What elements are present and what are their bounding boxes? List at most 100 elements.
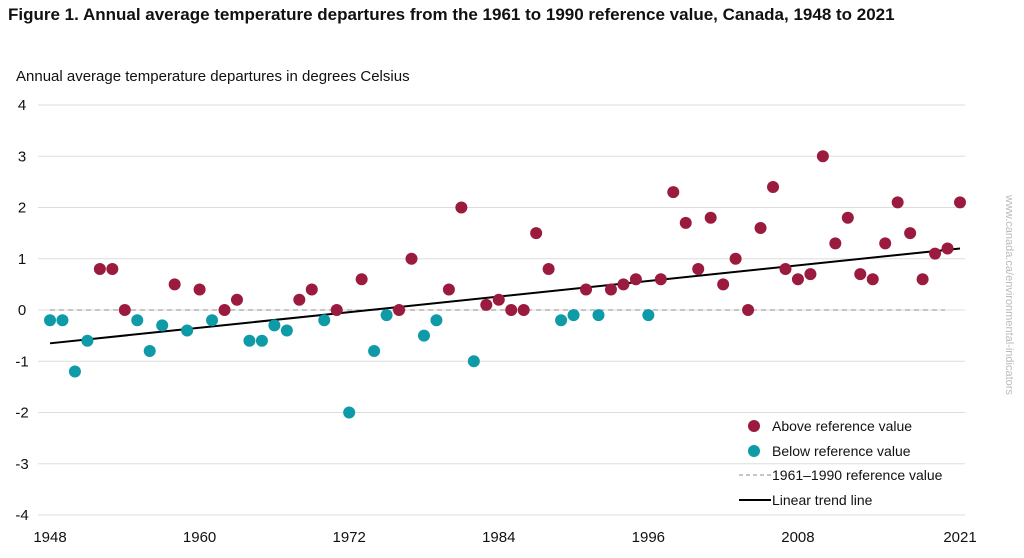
data-points	[44, 150, 966, 419]
point-above-1985	[505, 304, 518, 316]
y-tick-label: 1	[18, 251, 26, 268]
y-tick-label: -2	[15, 405, 28, 422]
y-tick-label: -1	[15, 353, 28, 370]
point-above-2019	[929, 247, 942, 260]
point-below-1967	[280, 324, 293, 337]
point-above-1962	[218, 304, 231, 316]
point-above-2000	[692, 263, 705, 275]
legend-trend-label: Linear trend line	[772, 492, 873, 508]
point-above-2004	[742, 304, 755, 316]
y-tick-label: -3	[15, 456, 28, 473]
legend-below-marker	[748, 445, 760, 457]
point-above-2020	[941, 242, 954, 255]
point-below-1989	[555, 314, 568, 327]
point-above-1977	[405, 252, 418, 265]
gridlines	[38, 104, 965, 516]
y-tick-label: 3	[18, 148, 26, 165]
point-above-2010	[816, 150, 829, 163]
point-above-1999	[679, 216, 692, 229]
point-above-2002	[717, 278, 730, 291]
x-tick-labels: 1948 1960 1972 1984 1996 2008 2021	[33, 529, 976, 546]
point-below-1996	[642, 309, 655, 322]
x-tick-label: 2021	[943, 529, 976, 546]
point-above-1969	[305, 283, 318, 296]
legend-above-marker	[748, 420, 760, 432]
point-above-1976	[393, 304, 406, 316]
point-above-1983	[480, 298, 493, 311]
point-above-2018	[916, 273, 929, 286]
y-tick-label: -4	[15, 507, 28, 524]
point-above-1987	[530, 227, 543, 240]
point-above-2009	[804, 268, 817, 281]
point-below-1978	[417, 329, 430, 342]
point-above-2012	[841, 211, 854, 224]
x-tick-label: 1972	[332, 529, 365, 546]
point-above-1997	[654, 273, 667, 286]
point-below-1965	[255, 334, 268, 347]
watermark: www.canada.ca/environmental-indicators	[1003, 194, 1015, 395]
legend-below-label: Below reference value	[772, 443, 911, 459]
point-above-2006	[767, 181, 780, 193]
point-above-1954	[118, 304, 131, 316]
point-below-1949	[56, 314, 69, 327]
point-above-2016	[891, 196, 904, 209]
point-above-2017	[904, 227, 917, 240]
point-above-1981	[455, 201, 468, 214]
point-above-2001	[704, 211, 717, 224]
point-below-1961	[206, 314, 219, 327]
x-tick-label: 1948	[33, 529, 66, 546]
point-below-1974	[368, 345, 381, 357]
point-above-1984	[492, 293, 505, 306]
x-tick-label: 2008	[781, 529, 814, 546]
legend-reference-label: 1961–1990 reference value	[772, 467, 943, 483]
point-below-1957	[156, 319, 169, 332]
point-above-2005	[754, 222, 767, 234]
point-above-1986	[517, 304, 530, 316]
point-below-1982	[467, 355, 480, 368]
point-above-2011	[829, 237, 842, 250]
point-above-1998	[667, 186, 680, 199]
point-above-2007	[779, 263, 792, 275]
point-above-1960	[193, 283, 206, 296]
point-below-1992	[592, 309, 605, 322]
point-below-1990	[567, 309, 580, 322]
x-tick-label: 1996	[632, 529, 665, 546]
point-above-1993	[604, 283, 617, 296]
point-above-1995	[629, 273, 642, 286]
legend-above-label: Above reference value	[772, 418, 912, 434]
point-above-1958	[168, 278, 181, 291]
point-above-2008	[791, 273, 804, 286]
y-tick-label: 0	[18, 302, 26, 319]
point-below-1966	[268, 319, 281, 332]
point-below-1950	[68, 365, 81, 378]
point-below-1956	[143, 345, 156, 357]
point-above-2003	[729, 252, 742, 265]
point-above-1968	[293, 293, 306, 306]
trend-line	[49, 247, 961, 345]
point-above-2014	[866, 273, 879, 286]
point-below-1948	[44, 314, 56, 327]
x-tick-label: 1960	[183, 529, 216, 546]
point-below-1951	[81, 334, 94, 347]
point-below-1979	[430, 314, 443, 327]
point-above-1971	[330, 304, 343, 316]
x-tick-label: 1984	[482, 529, 515, 546]
point-above-1980	[442, 283, 455, 296]
point-above-1952	[93, 263, 106, 275]
point-above-1953	[106, 263, 119, 275]
y-axis-label: Annual average temperature departures in…	[16, 68, 410, 85]
y-tick-labels: 4 3 2 1 0 -1 -2 -3 -4	[15, 97, 28, 524]
point-below-1970	[318, 314, 331, 327]
point-above-2013	[854, 268, 867, 281]
point-above-1973	[355, 273, 368, 286]
chart-title: Figure 1. Annual average temperature dep…	[8, 5, 895, 24]
y-tick-label: 2	[18, 200, 26, 217]
point-above-2021	[954, 196, 966, 209]
point-above-1963	[230, 293, 243, 306]
point-below-1964	[243, 334, 256, 347]
point-above-1994	[617, 278, 630, 291]
y-tick-label: 4	[18, 97, 26, 114]
point-below-1955	[131, 314, 144, 327]
point-above-2015	[879, 237, 892, 250]
